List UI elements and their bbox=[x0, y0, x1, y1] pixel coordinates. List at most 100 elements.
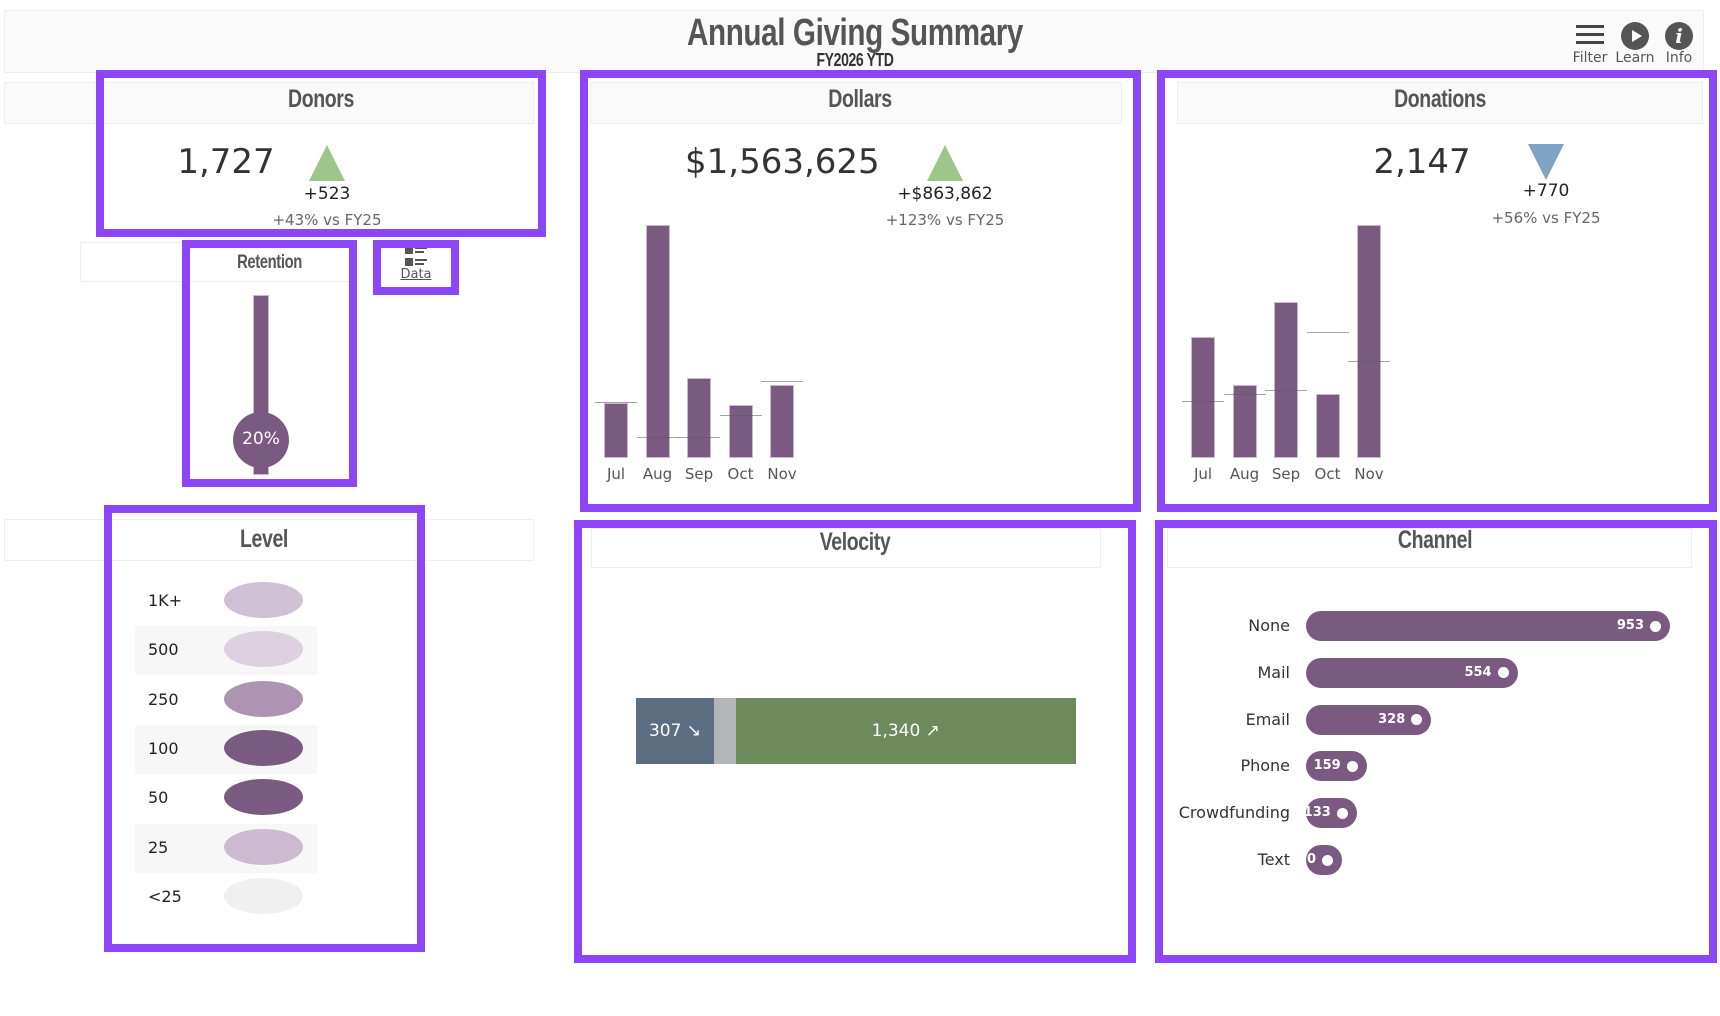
info-button[interactable]: i Info bbox=[1660, 22, 1698, 72]
reference-line-oct bbox=[719, 415, 762, 416]
info-label: Info bbox=[1665, 50, 1693, 66]
channel-dot-icon bbox=[1411, 714, 1423, 726]
channel-bar[interactable]: 328 bbox=[1306, 704, 1432, 735]
level-label: 25 bbox=[148, 837, 169, 857]
channel-bar[interactable]: 133 bbox=[1303, 798, 1357, 829]
bar-nov[interactable] bbox=[1357, 225, 1381, 458]
channel-header-strip bbox=[1167, 528, 1692, 568]
donations-title: Donations bbox=[1394, 85, 1486, 113]
bar-sep[interactable] bbox=[1274, 302, 1298, 458]
velocity-title: Velocity bbox=[819, 528, 891, 556]
level-bubble[interactable] bbox=[224, 779, 303, 816]
channel-highlight bbox=[1155, 520, 1717, 963]
reference-line-oct bbox=[1306, 332, 1349, 333]
bar-aug[interactable] bbox=[645, 225, 670, 458]
level-label: <25 bbox=[148, 886, 182, 906]
level-bubble[interactable] bbox=[224, 582, 303, 618]
reference-line-nov bbox=[761, 381, 803, 382]
donors-title: Donors bbox=[288, 85, 354, 113]
level-label: 500 bbox=[148, 640, 179, 660]
list-icon bbox=[405, 246, 429, 268]
channel-value: 953 bbox=[1616, 618, 1644, 633]
channel-value: 0 bbox=[1306, 852, 1316, 867]
donors-delta: +523 bbox=[303, 184, 351, 204]
level-bubble[interactable] bbox=[224, 631, 303, 668]
level-label: 50 bbox=[148, 788, 169, 808]
channel-dot-icon bbox=[1497, 667, 1509, 679]
data-highlight bbox=[373, 240, 459, 295]
bar-sep[interactable] bbox=[687, 378, 711, 458]
donations-value: 2,147 bbox=[1373, 142, 1471, 182]
level-label: 1K+ bbox=[148, 591, 183, 610]
channel-label: Text bbox=[1257, 850, 1290, 869]
bar-jul[interactable] bbox=[604, 403, 628, 458]
bar-oct[interactable] bbox=[1315, 394, 1340, 458]
learn-button[interactable]: Learn bbox=[1612, 22, 1658, 72]
level-label: 100 bbox=[148, 738, 179, 758]
filter-button[interactable]: Filter bbox=[1572, 22, 1608, 72]
dollars-panel: Dollars $1,563,625 +$863,862 +123% vs FY… bbox=[580, 70, 1141, 512]
x-tick-label: Aug bbox=[1229, 465, 1260, 483]
channel-bar[interactable]: 159 bbox=[1306, 751, 1367, 782]
donors-panel: Donors 1,727 +523 +43% vs FY25 bbox=[96, 70, 546, 237]
dollars-delta: +$863,862 bbox=[897, 184, 993, 204]
level-label: 250 bbox=[148, 689, 179, 709]
level-highlight bbox=[104, 505, 425, 952]
reference-line-jul bbox=[595, 402, 637, 403]
reference-line-aug bbox=[1223, 394, 1266, 395]
level-bubble[interactable] bbox=[224, 680, 303, 717]
x-tick-label: Aug bbox=[642, 465, 673, 483]
x-tick-label: Sep bbox=[1271, 465, 1301, 483]
donations-bar-chart: Jul Aug Sep Oct Nov bbox=[1182, 210, 1390, 510]
level-bubble[interactable] bbox=[224, 828, 303, 865]
channel-dot-icon bbox=[1336, 807, 1348, 819]
bar-jul[interactable] bbox=[1191, 337, 1215, 458]
data-button[interactable]: Data bbox=[373, 240, 459, 295]
channel-value: 133 bbox=[1303, 805, 1331, 821]
velocity-header-strip bbox=[591, 528, 1101, 568]
up-arrow-icon bbox=[927, 145, 963, 181]
x-tick-label: Oct bbox=[1314, 465, 1341, 483]
velocity-segment[interactable]: 307 ↘ bbox=[636, 698, 714, 764]
bar-oct[interactable] bbox=[728, 405, 753, 458]
velocity-highlight bbox=[574, 520, 1136, 963]
reference-line-sep bbox=[1265, 390, 1307, 391]
x-tick-label: Jul bbox=[1193, 465, 1213, 483]
donors-header-strip bbox=[4, 82, 534, 124]
channel-dot-icon bbox=[1322, 854, 1333, 866]
bar-nov[interactable] bbox=[770, 385, 794, 458]
bar-aug[interactable] bbox=[1232, 385, 1257, 458]
channel-label: Crowdfunding bbox=[1178, 803, 1290, 823]
level-bubble[interactable] bbox=[224, 877, 303, 914]
page-subtitle: FY2026 YTD bbox=[816, 50, 894, 70]
x-tick-label: Nov bbox=[767, 465, 797, 483]
dollars-header-strip bbox=[590, 82, 1122, 124]
x-tick-label: Sep bbox=[684, 465, 714, 483]
donations-vs: +56% vs FY25 bbox=[1491, 209, 1601, 227]
donations-highlight bbox=[1157, 70, 1717, 512]
channel-value: 554 bbox=[1464, 664, 1492, 680]
up-arrow-icon bbox=[309, 145, 345, 181]
donations-header-strip bbox=[1177, 82, 1703, 124]
channel-bar[interactable]: 953 bbox=[1306, 611, 1670, 641]
channel-bar[interactable]: 554 bbox=[1306, 657, 1518, 688]
channel-panel: Channel None 953 Mail 554 Email 328 Phone 159 Cr… bbox=[1155, 520, 1717, 963]
hamburger-menu-icon bbox=[1576, 24, 1604, 46]
play-icon bbox=[1621, 22, 1649, 50]
retention-panel: Retention 20% bbox=[182, 240, 357, 487]
donors-vs: +43% vs FY25 bbox=[272, 211, 382, 229]
level-bubble[interactable] bbox=[224, 729, 303, 766]
reference-line-aug bbox=[636, 437, 679, 438]
velocity-stacked-bar: 307 ↘ 1,340 ↗ bbox=[636, 698, 1076, 764]
channel-bar[interactable]: 0 bbox=[1306, 845, 1342, 875]
donors-highlight bbox=[96, 70, 546, 237]
channel-label: None bbox=[1248, 616, 1290, 635]
x-tick-label: Oct bbox=[727, 465, 754, 483]
donations-delta: +770 bbox=[1522, 181, 1570, 201]
velocity-segment[interactable]: 1,340 ↗ bbox=[735, 698, 1076, 764]
donations-panel: Donations 2,147 +770 +56% vs FY25 Jul Aug… bbox=[1157, 70, 1717, 512]
header-bar bbox=[4, 10, 1704, 73]
velocity-segment-label: 1,340 ↗ bbox=[871, 721, 940, 741]
velocity-segment[interactable] bbox=[713, 698, 736, 764]
level-header-strip bbox=[4, 519, 534, 561]
